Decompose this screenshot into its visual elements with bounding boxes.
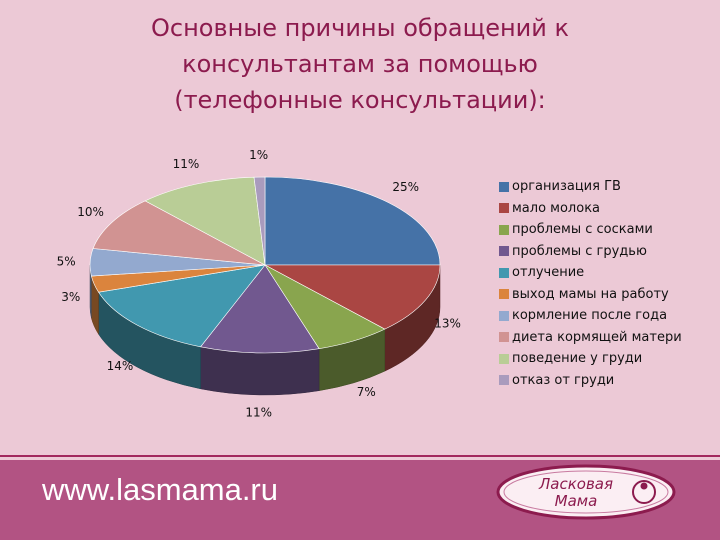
legend-swatch <box>499 246 509 257</box>
legend-swatch <box>499 310 509 321</box>
legend-label: отказ от груди <box>512 372 615 388</box>
logo-text-line-2: Мама <box>555 492 598 510</box>
title-line-1: Основные причины обращений к <box>150 14 570 42</box>
legend-label: диета кормящей матери <box>512 329 682 345</box>
pie-label-10: 1% <box>249 148 268 162</box>
legend-item: диета кормящей матери <box>499 327 682 349</box>
legend-item: поведение у груди <box>499 348 682 370</box>
pie-label-9: 11% <box>173 157 200 171</box>
legend-label: поведение у груди <box>512 351 643 367</box>
pie-label-2: 13% <box>434 317 461 331</box>
legend-label: мало молока <box>512 200 601 216</box>
pie-label-7: 5% <box>57 255 76 269</box>
lasmama-logo[interactable]: Ласковая Мама <box>494 462 678 522</box>
legend-item: проблемы с грудью <box>499 241 682 263</box>
pie-slice-side <box>200 346 320 396</box>
legend-swatch <box>499 353 509 364</box>
legend-swatch <box>499 332 509 343</box>
legend-item: выход мамы на работу <box>499 284 682 306</box>
legend-swatch <box>499 375 509 386</box>
pie-label-1: 25% <box>392 180 419 194</box>
legend-swatch <box>499 224 509 235</box>
title-line-3: (телефонные консультации): <box>174 86 546 114</box>
legend-item: мало молока <box>499 198 682 220</box>
legend-label: проблемы с грудью <box>512 243 647 259</box>
title-line-2: консультантам за помощью <box>182 50 538 78</box>
legend-item: кормление после года <box>499 305 682 327</box>
legend-item: проблемы с сосками <box>499 219 682 241</box>
pie-label-6: 3% <box>61 290 80 304</box>
pie-sides <box>89 264 441 396</box>
legend-swatch <box>499 181 509 192</box>
pie-slices <box>89 176 441 354</box>
legend-label: выход мамы на работу <box>512 286 669 302</box>
legend-label: отлучение <box>512 265 585 281</box>
legend-label: проблемы с сосками <box>512 222 653 238</box>
pie-label-8: 10% <box>77 205 104 219</box>
logo-text-line-1: Ласковая <box>538 475 613 493</box>
pie-slice-1 <box>264 176 441 266</box>
legend-label: кормление после года <box>512 308 668 324</box>
legend-swatch <box>499 203 509 214</box>
logo-mother-icon <box>632 480 656 504</box>
pie-slice-4 <box>200 264 320 354</box>
legend-item: отказ от груди <box>499 370 682 392</box>
pie-slice-9 <box>144 176 266 266</box>
pie-data-labels: 25% 13% 7% 11% 14% 3% 5% 10% 11% 1% <box>57 148 461 420</box>
footer-url-link[interactable]: www.lasmama.ru <box>42 472 278 507</box>
pie-label-4: 11% <box>245 406 272 420</box>
slide-title: Основные причины обращений к консультант… <box>60 10 660 118</box>
legend-swatch <box>499 289 509 300</box>
pie-label-3: 7% <box>357 385 376 399</box>
footer-divider <box>0 455 720 457</box>
pie-slice-10 <box>253 176 266 266</box>
legend-swatch <box>499 267 509 278</box>
legend-item: организация ГВ <box>499 176 682 198</box>
pie-slice-2 <box>264 264 441 330</box>
legend-item: отлучение <box>499 262 682 284</box>
legend-label: организация ГВ <box>512 179 621 195</box>
chart-legend: организация ГВ мало молока проблемы с соск… <box>499 176 682 391</box>
pie-label-5: 14% <box>107 359 134 373</box>
pie-slice-8 <box>92 200 266 266</box>
